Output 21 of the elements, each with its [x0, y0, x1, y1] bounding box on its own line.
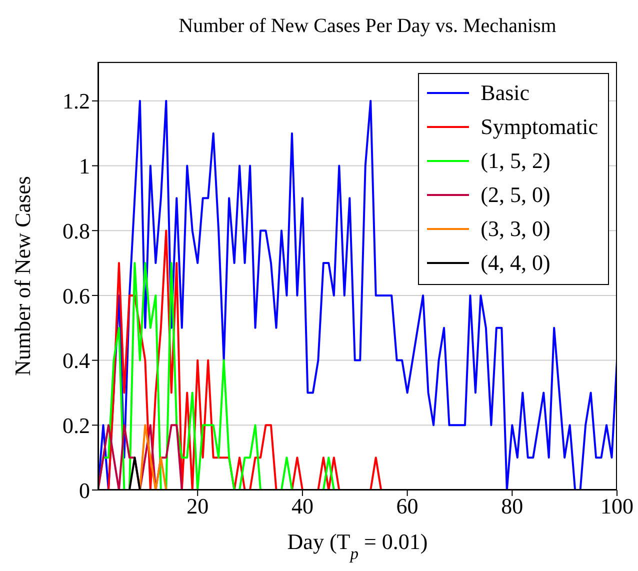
legend-label: (3, 3, 0) [480, 215, 550, 243]
x-axis-title: Day (T$_{p}$ = 0.01) [287, 529, 428, 562]
x-tick-label: 100 [600, 494, 634, 519]
y-tick-label: 0.4 [62, 348, 90, 374]
legend-label: Symptomatic [480, 113, 598, 141]
y-tick-label: 0.8 [62, 218, 90, 244]
legend-label: Basic [480, 79, 530, 107]
x-tick-label: 40 [291, 494, 314, 519]
x-tick-label: 60 [396, 494, 418, 519]
y-tick-label: 0.2 [62, 412, 90, 438]
x-tick-label: 80 [501, 494, 524, 519]
y-axis-title: Number of New Cases [10, 176, 35, 376]
y-tick-label: 0 [79, 478, 90, 503]
x-tick-label: 20 [186, 494, 209, 519]
y-tick-label: 1.2 [62, 88, 90, 114]
legend-label: (2, 5, 0) [480, 181, 550, 209]
legend-label: (4, 4, 0) [480, 249, 550, 277]
y-tick-label: 1 [79, 154, 90, 179]
chart-title: Number of New Cases Per Day vs. Mechanism [178, 15, 557, 37]
legend-label: (1, 5, 2) [480, 147, 550, 175]
y-tick-label: 0.6 [62, 283, 90, 308]
